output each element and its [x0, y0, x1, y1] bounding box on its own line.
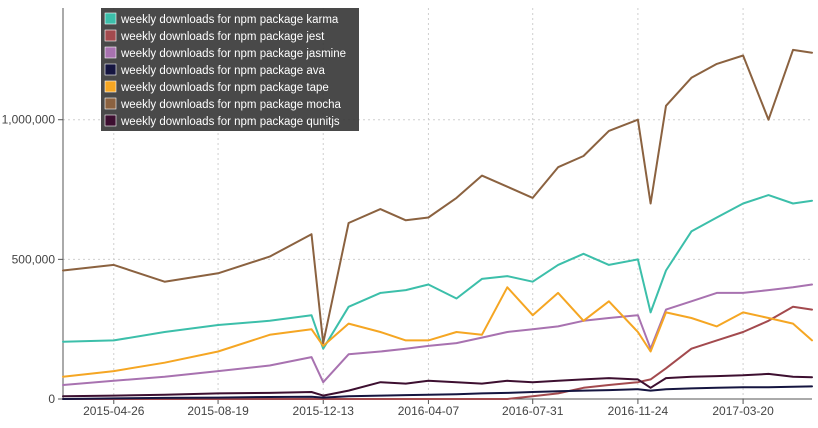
y-tick-labels: 0 500,000 1,000,000	[2, 113, 56, 406]
x-tick-label: 2017-03-20	[712, 404, 774, 418]
legend-swatch	[104, 97, 117, 110]
series-line	[62, 286, 813, 378]
series-line	[62, 48, 813, 345]
series-line	[62, 194, 813, 350]
x-tick-label: 2016-04-07	[398, 404, 460, 418]
legend-label: weekly downloads for npm package jest	[120, 31, 325, 43]
legend-swatch	[104, 63, 117, 76]
x-tick-label: 2015-12-13	[293, 404, 355, 418]
legend-label: weekly downloads for npm package karma	[120, 14, 339, 26]
x-tick-label: 2016-07-31	[502, 404, 564, 418]
y-tick-label: 500,000	[12, 252, 56, 266]
legend-label: weekly downloads for npm package qunitjs	[120, 116, 340, 128]
legend-swatch	[104, 12, 117, 25]
legend-swatch	[104, 29, 117, 42]
legend-swatch	[104, 46, 117, 59]
legend: weekly downloads for npm package karma we…	[101, 8, 359, 131]
x-tick-label: 2015-04-26	[83, 404, 145, 418]
legend-swatch	[104, 80, 117, 93]
legend-label: weekly downloads for npm package ava	[120, 65, 326, 77]
x-tick-label: 2016-11-24	[608, 404, 669, 418]
x-tick-labels: 2015-04-26 2015-08-19 2015-12-13 2016-04-07…	[83, 404, 774, 418]
legend-label: weekly downloads for npm package jasmine	[120, 48, 346, 60]
x-tick-label: 2015-08-19	[187, 404, 249, 418]
y-tick-label: 0	[48, 392, 55, 406]
series-line	[62, 385, 813, 400]
series-lines	[62, 48, 813, 400]
series-line	[62, 372, 813, 398]
series-line	[62, 305, 813, 400]
series-line	[62, 283, 813, 386]
legend-label: weekly downloads for npm package mocha	[120, 99, 342, 111]
legend-swatch	[104, 114, 117, 127]
legend-label: weekly downloads for npm package tape	[120, 82, 329, 94]
y-tick-label: 1,000,000	[2, 113, 56, 127]
legend-background	[101, 8, 359, 131]
